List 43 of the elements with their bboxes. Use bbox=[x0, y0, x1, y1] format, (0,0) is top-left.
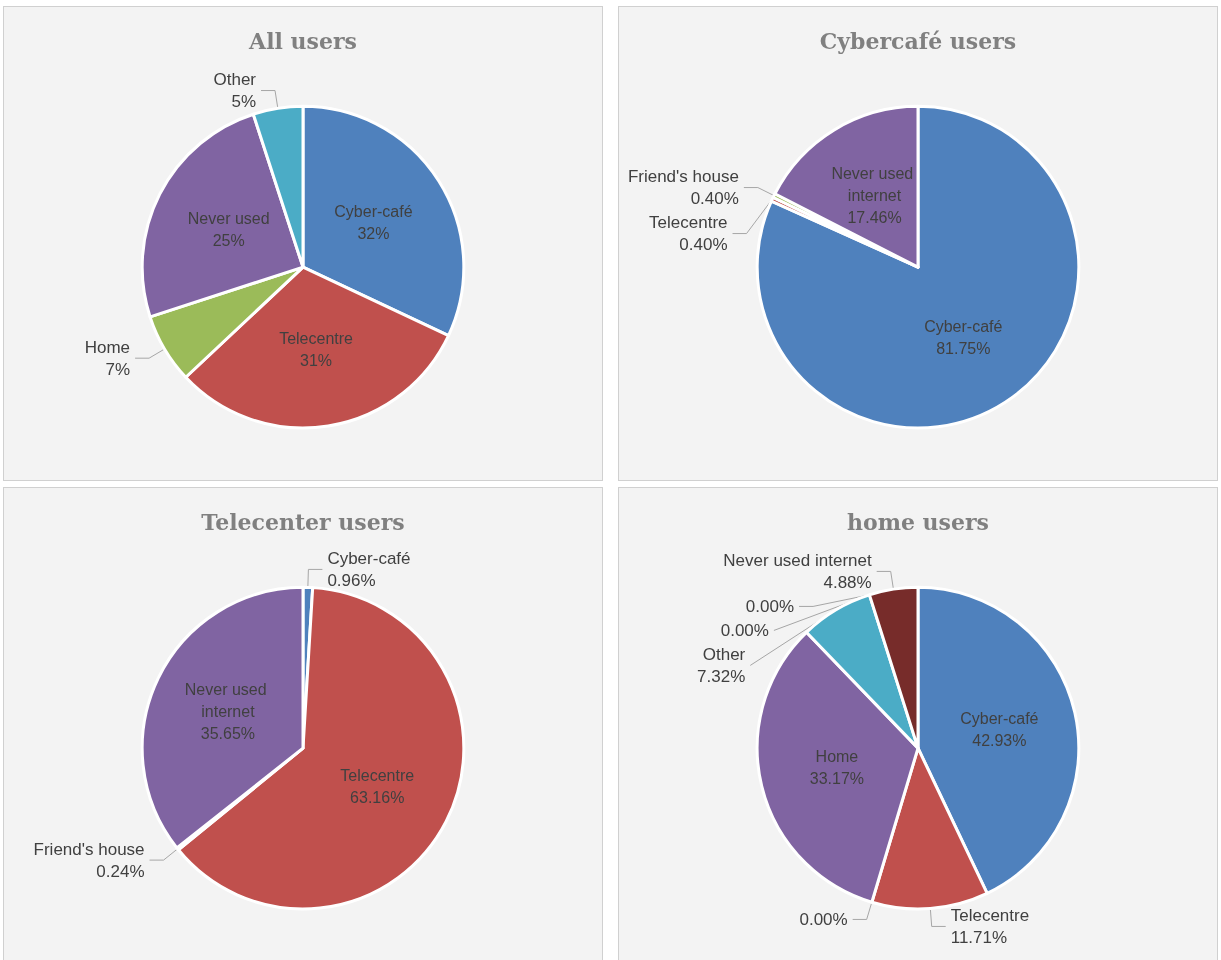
slice-label: Telecentre bbox=[340, 766, 415, 784]
data-label: 11.71% bbox=[950, 927, 1008, 947]
data-label: 42.93% bbox=[972, 732, 1027, 750]
data-label: 7% bbox=[105, 359, 131, 379]
data-label: 81.75% bbox=[936, 339, 991, 357]
slice-label: Never used internet bbox=[184, 681, 272, 721]
slice-label: Other bbox=[213, 70, 257, 90]
slice-label: Telecentre bbox=[950, 905, 1030, 925]
slice-label: Cyber-café bbox=[960, 710, 1039, 728]
text: 0.00% bbox=[745, 596, 795, 616]
data-label: 25% bbox=[212, 231, 245, 249]
slice-label: Telecentre bbox=[279, 330, 354, 348]
slice-label: Friend's house bbox=[33, 839, 145, 859]
data-label: 0.40% bbox=[690, 189, 739, 209]
data-label: 35.65% bbox=[200, 725, 256, 743]
data-label: 7.32% bbox=[697, 666, 746, 686]
chart-title: All users bbox=[248, 28, 357, 54]
data-label: 31% bbox=[300, 352, 333, 370]
chart-title: Telecenter users bbox=[201, 509, 405, 535]
data-label: 0.96% bbox=[327, 570, 376, 590]
data-label: 17.46% bbox=[847, 209, 902, 227]
slice-label: Home bbox=[815, 748, 859, 766]
data-label: 33.17% bbox=[809, 770, 865, 788]
data-label: 5% bbox=[231, 92, 257, 112]
data-label: 4.88% bbox=[823, 572, 872, 592]
slice-label: Cyber-café bbox=[334, 202, 413, 220]
data-label: 32% bbox=[357, 224, 390, 242]
slice-label: Cyber-café bbox=[327, 548, 411, 568]
slice-label: Cyber-café bbox=[924, 317, 1003, 335]
slice-label: Never used internet bbox=[831, 165, 918, 205]
slice-label: Never used internet bbox=[723, 550, 872, 570]
slice-label: Friend's house bbox=[627, 167, 739, 187]
slice-label: Telecentre bbox=[649, 213, 728, 233]
text: 0.00% bbox=[720, 620, 769, 640]
chart-title: Cybercafé users bbox=[819, 28, 1017, 54]
slice-label: Other bbox=[702, 644, 746, 664]
data-label: 0.40% bbox=[679, 235, 728, 255]
slice-label: Home bbox=[84, 337, 131, 357]
chart-title: home users bbox=[847, 509, 989, 535]
data-label: 0.24% bbox=[96, 861, 145, 881]
data-label: 63.16% bbox=[350, 788, 405, 806]
slice-label: Never used bbox=[187, 209, 270, 227]
text: 0.00% bbox=[799, 909, 848, 929]
